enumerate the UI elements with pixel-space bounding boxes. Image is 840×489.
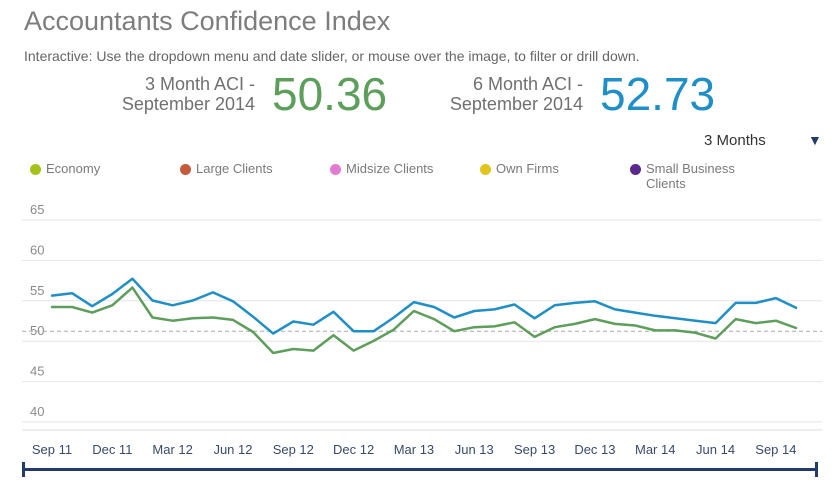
slider-track[interactable]	[24, 468, 816, 471]
kpi-6month-label-line2: September 2014	[449, 94, 583, 114]
period-dropdown-value: 3 Months	[704, 132, 766, 149]
x-tick-label: Jun 12	[213, 442, 252, 457]
page-title: Accountants Confidence Index	[24, 6, 391, 36]
kpi-3month-label: 3 Month ACI - September 2014	[112, 74, 255, 114]
legend-label-own-firms: Own Firms	[496, 161, 559, 176]
legend-label-large-clients: Large Clients	[196, 161, 273, 176]
legend-dot-economy	[30, 164, 41, 175]
period-dropdown[interactable]: 3 Months ▼	[700, 130, 830, 152]
y-tick-label: 40	[30, 404, 44, 419]
legend-label-economy: Economy	[46, 161, 101, 176]
slider-handle-start[interactable]	[22, 462, 25, 477]
x-tick-label: Dec 13	[574, 442, 615, 457]
x-tick-label: Sep 13	[514, 442, 555, 457]
x-tick-label: Dec 12	[333, 442, 374, 457]
legend-dot-own-firms	[480, 164, 491, 175]
series-line-3month[interactable]	[50, 286, 798, 355]
y-tick-label: 65	[30, 202, 44, 217]
slider-handle-end[interactable]	[815, 462, 818, 477]
kpi-6month-label-line1: 6 Month ACI -	[472, 74, 583, 94]
page-subtitle: Interactive: Use the dropdown menu and d…	[24, 48, 640, 64]
y-tick-label: 45	[30, 364, 44, 379]
x-tick-label: Dec 11	[92, 442, 132, 457]
x-tick-label: Mar 14	[635, 442, 675, 457]
x-tick-label: Jun 14	[696, 442, 735, 457]
y-tick-label: 60	[30, 242, 44, 257]
date-range-slider[interactable]	[22, 462, 818, 478]
legend-dot-large-clients	[180, 164, 191, 175]
legend-label-small-business-clients: Small Business Clients	[646, 161, 735, 191]
kpi-6month-value: 52.73	[600, 68, 716, 120]
kpi-6month-label: 6 Month ACI - September 2014	[440, 74, 583, 114]
legend-dot-midsize-clients	[330, 164, 341, 175]
series-line-6month[interactable]	[50, 277, 798, 335]
kpi-3month-label-line1: 3 Month ACI -	[144, 74, 255, 94]
legend-dot-small-business-clients	[630, 164, 641, 175]
kpi-3month-label-line2: September 2014	[121, 94, 255, 114]
x-tick-label: Mar 12	[152, 442, 192, 457]
x-tick-label: Mar 13	[394, 442, 434, 457]
x-tick-label: Jun 13	[455, 442, 494, 457]
x-tick-label: Sep 12	[273, 442, 314, 457]
legend-label-midsize-clients: Midsize Clients	[346, 161, 434, 176]
triangle-down-icon[interactable]: ▼	[808, 132, 822, 148]
kpi-3month-value: 50.36	[272, 68, 388, 120]
y-tick-label: 55	[30, 283, 44, 298]
x-tick-label: Sep 14	[755, 442, 796, 457]
x-tick-label: Sep 11	[32, 442, 72, 457]
